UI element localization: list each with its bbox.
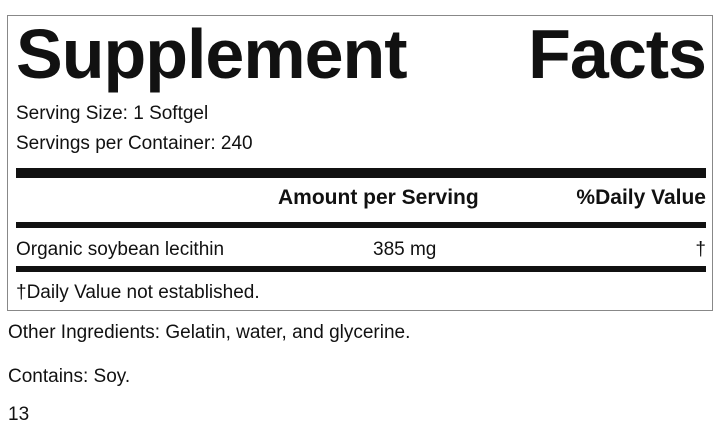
title: Supplement Facts (16, 15, 707, 93)
serving-size: Serving Size: 1 Softgel (16, 103, 209, 124)
ingredient-name: Organic soybean lecithin (16, 239, 225, 260)
facts-panel (7, 15, 713, 311)
contains: Contains: Soy. (8, 366, 131, 387)
daily-value: † (695, 239, 706, 260)
other-ingredients: Other Ingredients: Gelatin, water, and g… (8, 322, 411, 343)
footnote: †Daily Value not established. (16, 282, 260, 303)
divider (16, 168, 706, 178)
divider (16, 266, 706, 272)
ingredient-amount: 385 mg (373, 239, 437, 260)
servings-per-container: Servings per Container: 240 (16, 133, 253, 154)
divider (16, 222, 706, 228)
column-header: Amount per Serving (278, 186, 479, 209)
column-header: %Daily Value (576, 186, 706, 209)
page-number: 13 (8, 404, 30, 425)
